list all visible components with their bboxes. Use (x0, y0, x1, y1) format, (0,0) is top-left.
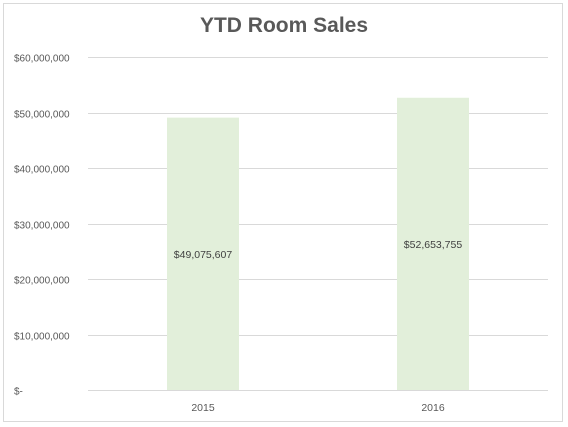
y-tick-label: $10,000,000 (14, 332, 70, 343)
y-tick-label: $30,000,000 (14, 221, 70, 232)
chart-title: YTD Room Sales (199, 14, 369, 37)
y-tick-label: $60,000,000 (14, 54, 70, 65)
chart-frame (3, 3, 563, 422)
data-label: $52,653,755 (404, 239, 463, 251)
y-tick-label: $20,000,000 (14, 276, 70, 287)
y-tick-label: $- (14, 387, 23, 398)
bar (397, 97, 469, 390)
y-tick-label: $50,000,000 (14, 110, 70, 121)
bar (167, 117, 239, 391)
x-tick-label: 2015 (191, 402, 215, 414)
x-tick-label: 2016 (421, 402, 445, 414)
data-label: $49,075,607 (174, 249, 233, 261)
y-tick-label: $40,000,000 (14, 165, 70, 176)
